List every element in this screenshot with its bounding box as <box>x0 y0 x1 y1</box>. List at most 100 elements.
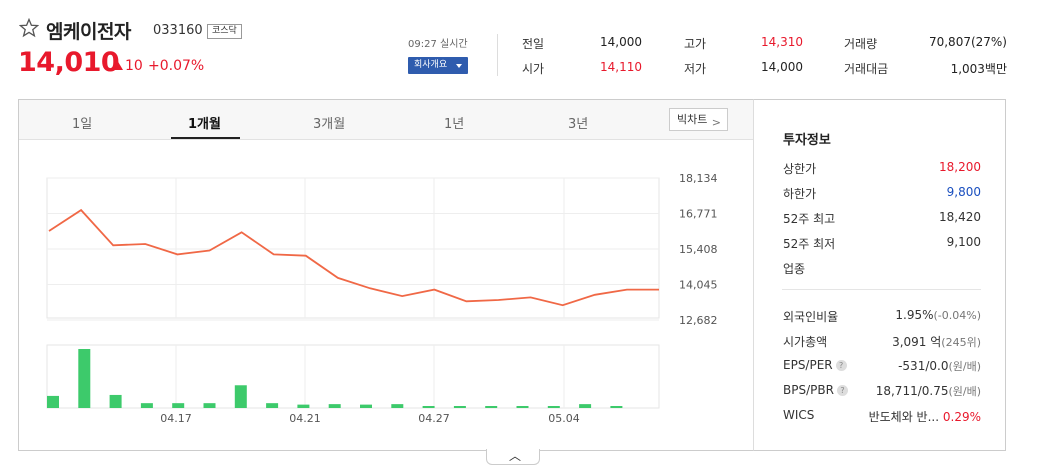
y-tick-label: 16,771 <box>679 208 718 221</box>
volume-bar <box>547 406 560 408</box>
stock-code: 033160 <box>153 23 203 38</box>
eps-per-row: -531/0.0(원/배) <box>864 358 981 374</box>
week52-high-label: 52주 최고 <box>783 212 836 226</box>
bps-pbr-label-row: BPS/PBR? <box>783 383 848 397</box>
low-label: 저가 <box>684 62 707 76</box>
volume-bar <box>516 406 529 408</box>
bps-pbr-row: 18,711/0.75(원/배) <box>854 383 981 399</box>
wics-value[interactable]: 반도체와 반... <box>868 410 940 424</box>
week52-low-value: 9,100 <box>946 235 981 249</box>
wics-percent: 0.29% <box>942 410 981 424</box>
eps-per-value: -531/0.0 <box>898 359 949 373</box>
tab-3month[interactable]: 3개월 <box>313 117 346 132</box>
foreign-ratio-row: 1.95%(-0.04%) <box>864 308 981 322</box>
big-chart-label: 빅차트 <box>677 113 708 126</box>
prev-close-value: 14,000 <box>600 35 642 49</box>
help-icon[interactable]: ? <box>835 360 847 371</box>
volume-plot-frame <box>46 344 660 409</box>
chevron-up-icon: ︿ <box>509 449 522 463</box>
y-tick-label: 15,408 <box>679 243 718 256</box>
stock-name: 엠케이전자 <box>46 21 131 43</box>
period-tabs: 1일 1개월 3개월 1년 3년 빅차트 > <box>19 100 753 140</box>
volume-bar <box>391 404 404 408</box>
volume-bar <box>234 385 247 408</box>
week52-low-label: 52주 최저 <box>783 237 836 251</box>
prev-close-label: 전일 <box>522 37 545 51</box>
favorite-star-icon[interactable] <box>19 18 39 38</box>
price-change-percent: +0.07% <box>148 58 205 74</box>
volume-label: 거래량 <box>844 37 878 51</box>
volume-bar <box>266 403 279 408</box>
upper-limit-label: 상한가 <box>783 162 817 176</box>
volume-value: 70,807(27%) <box>928 35 1007 49</box>
tab-1day[interactable]: 1일 <box>72 117 93 132</box>
volume-bar <box>140 403 153 408</box>
volume-bar <box>109 394 122 408</box>
tab-3year[interactable]: 3년 <box>568 117 589 132</box>
company-overview-label: 회사개요 <box>414 60 448 70</box>
volume-bar <box>579 404 592 408</box>
price-plot-frame <box>46 177 660 319</box>
info-title: 투자정보 <box>783 133 831 148</box>
upper-limit-value: 18,200 <box>939 160 981 174</box>
company-overview-button[interactable]: 회사개요 <box>408 57 468 74</box>
week52-high-value: 18,420 <box>939 210 981 224</box>
market-cap-value: 3,091 억 <box>892 335 942 349</box>
x-tick-label: 04.17 <box>160 412 192 425</box>
volume-bar <box>422 406 435 408</box>
market-badge: 코스닥 <box>207 24 242 39</box>
volume-bar <box>485 406 498 408</box>
bps-pbr-label: BPS/PBR <box>783 383 834 397</box>
realtime-timestamp: 09:27 실시간 <box>408 39 468 50</box>
active-tab-indicator <box>171 137 240 139</box>
volume-bar <box>78 349 91 408</box>
foreign-ratio-value: 1.95% <box>895 308 934 322</box>
caret-down-icon <box>456 64 462 68</box>
high-label: 고가 <box>684 37 707 51</box>
volume-bar <box>47 395 59 408</box>
volume-bar <box>360 404 372 408</box>
volume-bar <box>203 403 216 408</box>
divider <box>782 289 981 290</box>
wics-label: WICS <box>783 408 815 422</box>
market-cap-row: 3,091 억(245위) <box>864 333 981 350</box>
tab-1year[interactable]: 1년 <box>444 117 465 132</box>
x-tick-label: 05.04 <box>548 412 580 425</box>
collapse-button[interactable]: ︿ <box>486 449 540 465</box>
open-label: 시가 <box>522 62 545 76</box>
foreign-ratio-change: (-0.04%) <box>933 309 982 322</box>
eps-per-label-row: EPS/PER? <box>783 358 847 372</box>
low-value: 14,000 <box>761 60 803 74</box>
open-value: 14,110 <box>600 60 642 74</box>
wics-row: 반도체와 반... 0.29% <box>854 408 981 425</box>
y-tick-label: 12,682 <box>679 314 718 327</box>
current-price: 14,010 <box>18 47 120 78</box>
volume-bar <box>328 404 341 408</box>
market-cap-label: 시가총액 <box>783 335 828 349</box>
foreign-ratio-label: 외국인비율 <box>783 310 839 324</box>
x-tick-label: 04.21 <box>289 412 321 425</box>
help-icon[interactable]: ? <box>836 385 848 396</box>
eps-per-unit: (원/배) <box>948 360 981 373</box>
chart-panel: 1일 1개월 3개월 1년 3년 빅차트 > 18,134 16,771 15,40… <box>18 99 754 451</box>
lower-limit-label: 하한가 <box>783 187 817 201</box>
y-tick-label: 14,045 <box>679 279 718 292</box>
price-change: 10 <box>125 58 143 74</box>
market-cap-rank: (245위) <box>941 336 981 349</box>
up-arrow-icon <box>111 60 123 70</box>
high-value: 14,310 <box>761 35 803 49</box>
investment-info-panel: 투자정보 상한가 18,200 하한가 9,800 52주 최고 18,420 … <box>753 99 1006 451</box>
tab-1month[interactable]: 1개월 <box>188 117 221 132</box>
big-chart-button[interactable]: 빅차트 > <box>669 108 728 131</box>
divider <box>497 34 498 76</box>
chevron-right-icon: > <box>711 116 721 129</box>
volume-bar <box>172 403 185 408</box>
volume-bar <box>453 406 466 408</box>
lower-limit-value: 9,800 <box>946 185 981 199</box>
eps-per-label: EPS/PER <box>783 358 833 372</box>
volume-bar <box>610 406 623 408</box>
amount-label: 거래대금 <box>844 62 889 76</box>
price-series-line <box>48 208 659 307</box>
x-tick-label: 04.27 <box>418 412 450 425</box>
price-chart: 18,134 16,771 15,408 14,045 12,682 04.17 04.21… <box>46 172 718 425</box>
